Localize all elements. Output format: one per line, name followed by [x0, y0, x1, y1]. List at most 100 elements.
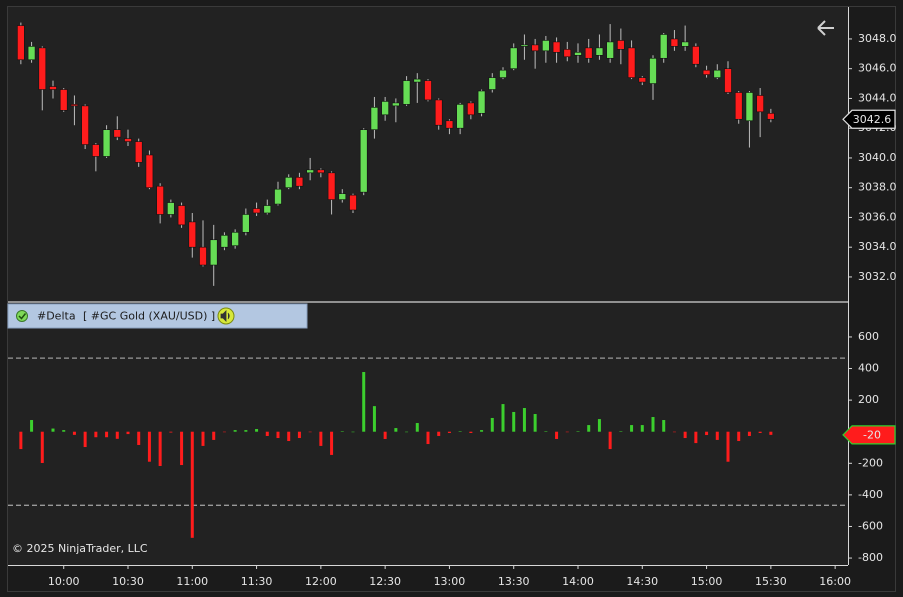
candle-body — [156, 185, 164, 215]
candle-body — [413, 78, 422, 83]
candle-body — [477, 90, 486, 114]
delta-bar — [415, 423, 419, 432]
delta-bar — [747, 431, 751, 436]
y-tick-label: 400 — [858, 362, 879, 375]
instrument-name: [ #GC Gold (XAU/USD) ] — [83, 310, 215, 323]
delta-bar — [630, 425, 634, 432]
candle-body — [488, 77, 497, 90]
candle-body — [574, 52, 582, 56]
candle-body — [49, 86, 57, 90]
y-tick-label: -400 — [858, 488, 883, 501]
candle-body — [659, 34, 668, 59]
y-tick-label: 3038.0 — [858, 181, 897, 194]
delta-bar — [662, 420, 666, 432]
candle-body — [445, 120, 454, 129]
candle-body — [649, 57, 657, 84]
delta-bar — [94, 431, 98, 438]
copyright: © 2025 NinjaTrader, LLC — [12, 542, 148, 555]
candle-body — [252, 208, 261, 214]
speaker — [220, 310, 230, 322]
x-tick-label: 10:30 — [112, 575, 144, 588]
delta-bar — [287, 431, 291, 442]
delta-bar — [533, 414, 537, 432]
delta-bar — [158, 431, 162, 466]
delta-bar — [608, 431, 612, 450]
candle-body — [274, 188, 282, 205]
candle-body — [424, 80, 432, 101]
candle-body — [317, 169, 325, 174]
y-tick-label: -800 — [858, 551, 883, 564]
candle-body — [724, 68, 732, 93]
delta-bar — [480, 430, 484, 432]
y-tick-label: 3040.0 — [858, 151, 897, 164]
delta-bar — [19, 431, 23, 450]
candle-body — [467, 102, 475, 116]
candle-body — [177, 205, 186, 226]
candle-body — [263, 205, 272, 214]
candle-body — [70, 104, 79, 107]
delta-bar — [233, 430, 237, 432]
last-value-label: 3042.6 — [853, 113, 892, 126]
candle-body — [145, 154, 154, 188]
delta-bar — [244, 430, 248, 432]
candle-body — [606, 41, 614, 59]
indicator-box[interactable] — [7, 303, 308, 329]
delta-bar — [340, 431, 344, 432]
candle-body — [38, 47, 47, 90]
frame — [7, 6, 896, 592]
candle-body — [17, 25, 25, 61]
delta-bar — [190, 431, 194, 538]
candle-body — [381, 101, 389, 116]
y-tick-label: 3044.0 — [858, 91, 897, 104]
x-tick-label: 15:30 — [755, 575, 787, 588]
delta-bar — [405, 431, 409, 433]
delta-bar — [587, 425, 591, 432]
candle-body — [349, 194, 357, 211]
candle-body — [27, 46, 36, 61]
delta-bar — [522, 408, 526, 432]
candle-body — [756, 95, 764, 113]
delta-bar — [694, 431, 698, 444]
candle-body — [638, 77, 647, 83]
candle-body — [767, 113, 775, 120]
delta-bar — [201, 431, 205, 446]
candle-body — [745, 92, 754, 122]
candle-body — [306, 169, 314, 174]
candle-body — [520, 44, 529, 47]
candle-body — [113, 129, 122, 138]
check-icon[interactable] — [16, 310, 28, 322]
check-mark — [18, 313, 27, 320]
x-tick-label: 12:00 — [305, 575, 337, 588]
candle-body — [199, 246, 207, 266]
delta-bar — [458, 431, 462, 432]
indicator-name: #Delta — [37, 310, 76, 323]
delta-bar — [319, 431, 323, 446]
delta-bar — [180, 431, 184, 466]
candle-body — [392, 102, 400, 107]
candle-body — [509, 47, 518, 69]
delta-bar — [40, 431, 44, 463]
last-value-flag — [842, 425, 896, 445]
candle-body — [681, 41, 689, 47]
candle-body — [359, 129, 368, 193]
x-tick-label: 14:00 — [562, 575, 594, 588]
candle-body — [327, 172, 336, 200]
y-tick-label: -200 — [858, 456, 883, 469]
candle-body — [702, 69, 711, 75]
candle-body — [231, 232, 239, 247]
delta-bar — [683, 431, 687, 439]
delta-bar — [651, 417, 655, 432]
back-arrow[interactable] — [817, 20, 834, 36]
candle-body — [434, 99, 443, 126]
delta-bar — [705, 431, 709, 436]
candle-body — [456, 104, 464, 129]
x-tick-label: 13:00 — [434, 575, 466, 588]
delta-bar — [372, 406, 376, 432]
candle-body — [402, 80, 411, 105]
candle-body — [220, 234, 229, 248]
y-tick-label: 3048.0 — [858, 32, 897, 45]
delta-bar — [490, 417, 494, 432]
delta-bar — [555, 431, 559, 439]
